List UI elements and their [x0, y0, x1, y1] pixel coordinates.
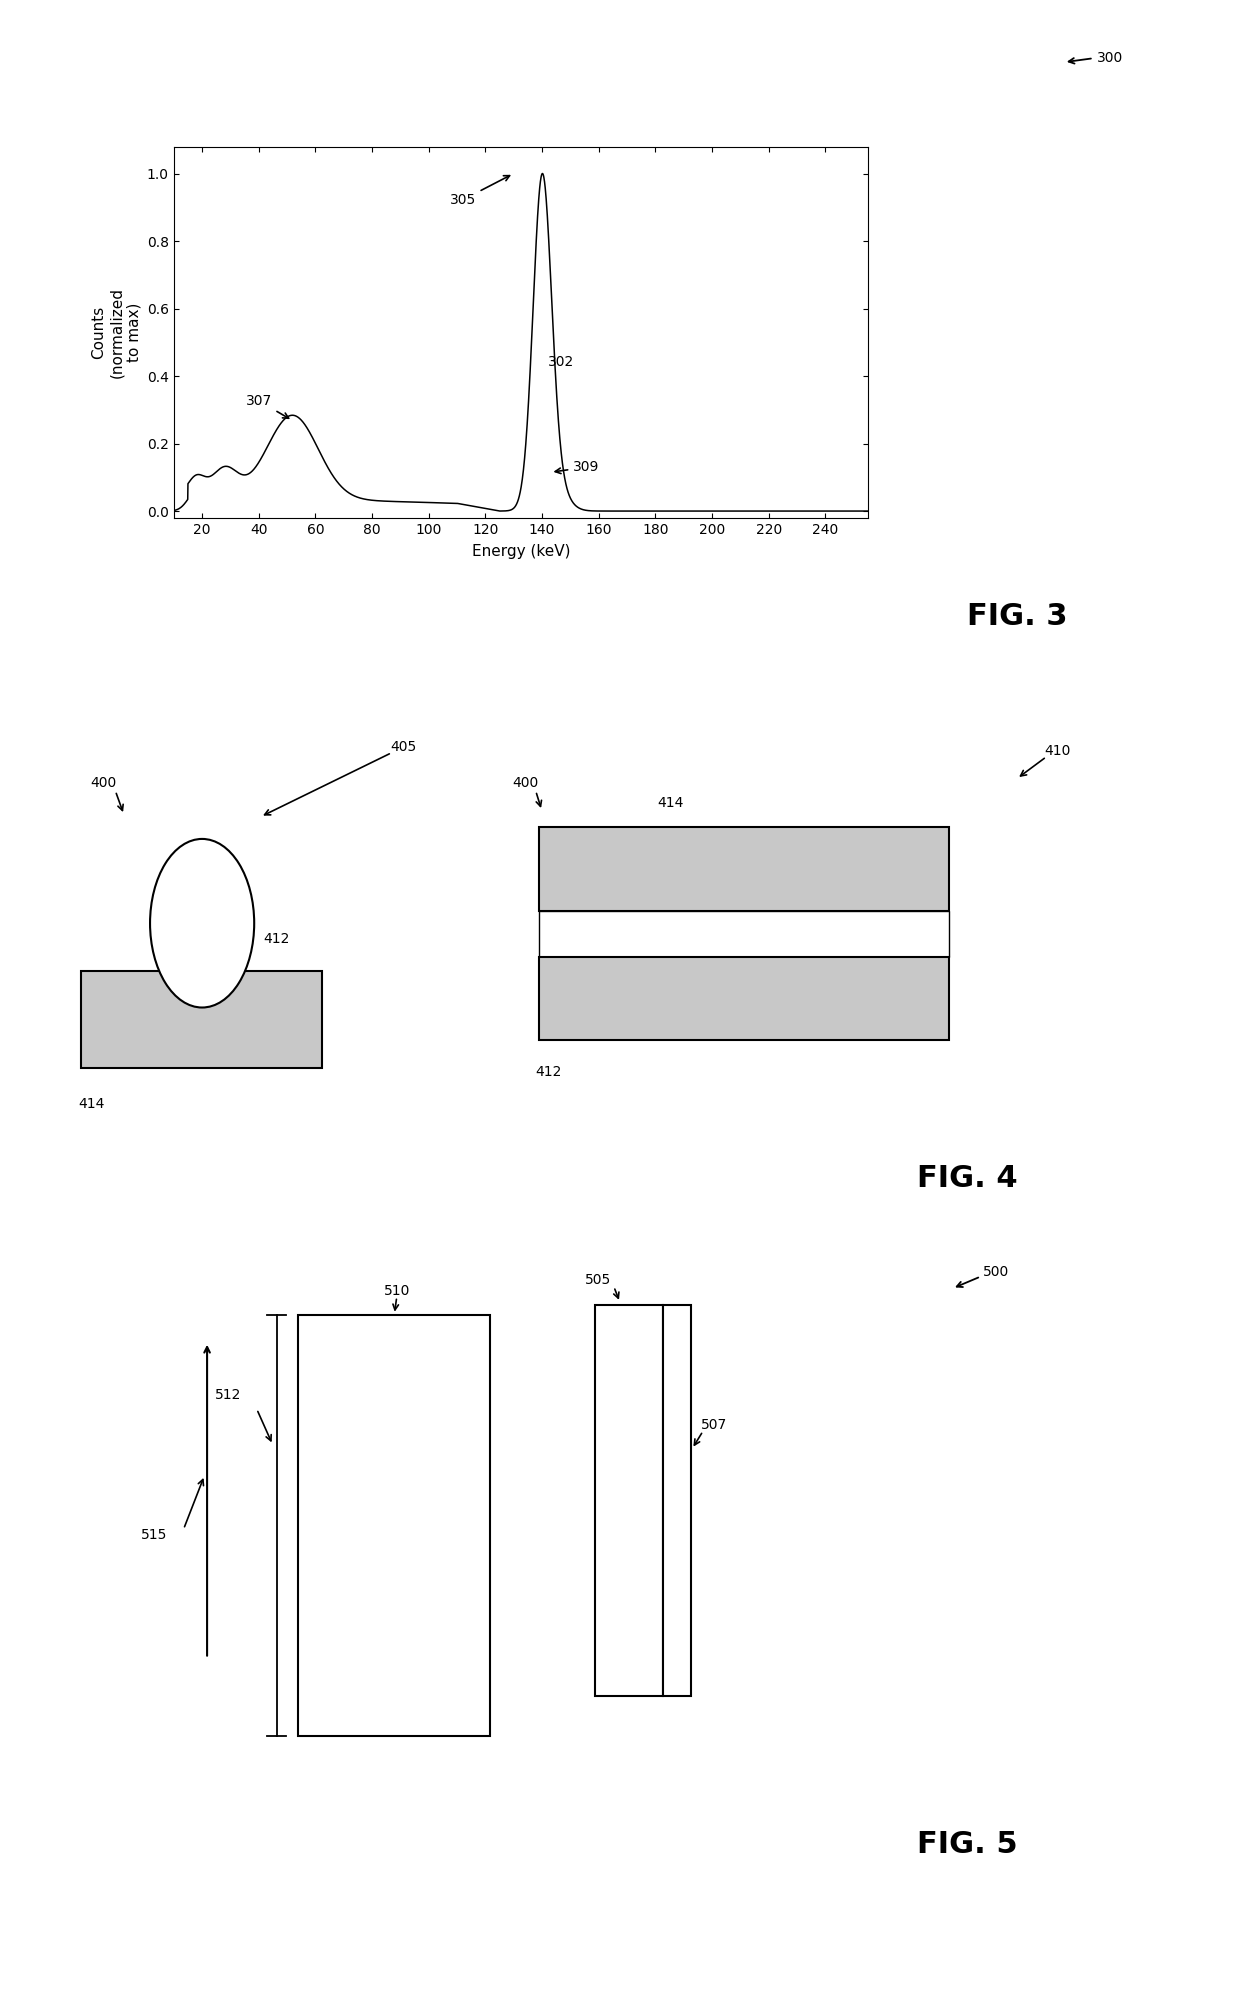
Text: 414: 414	[657, 797, 683, 809]
Text: 307: 307	[246, 393, 289, 417]
Y-axis label: Counts
(normalized
to max): Counts (normalized to max)	[92, 287, 141, 377]
Text: 400: 400	[91, 777, 117, 789]
Text: 305: 305	[450, 177, 510, 207]
Text: 414: 414	[78, 1098, 104, 1110]
Bar	[539, 911, 949, 957]
Text: 309: 309	[556, 460, 600, 474]
Bar	[595, 1305, 663, 1696]
Text: 412: 412	[263, 933, 289, 945]
Text: 400: 400	[512, 777, 538, 789]
Text: 510: 510	[384, 1284, 410, 1297]
Text: 512: 512	[216, 1389, 242, 1401]
Text: 515: 515	[141, 1529, 167, 1541]
Text: 507: 507	[701, 1419, 727, 1431]
Text: 505: 505	[585, 1274, 611, 1286]
Bar	[81, 971, 322, 1068]
Bar	[539, 827, 949, 911]
Text: FIG. 5: FIG. 5	[916, 1830, 1018, 1858]
Text: 300: 300	[1097, 52, 1123, 64]
X-axis label: Energy (keV): Energy (keV)	[471, 544, 570, 558]
Text: 410: 410	[1044, 745, 1070, 757]
Text: 405: 405	[391, 741, 417, 753]
Text: 412: 412	[536, 1066, 562, 1078]
Bar	[663, 1305, 691, 1696]
Text: 302: 302	[548, 355, 574, 369]
Text: 500: 500	[983, 1266, 1009, 1278]
Circle shape	[150, 839, 254, 1008]
Text: FIG. 3: FIG. 3	[966, 602, 1068, 630]
Bar	[298, 1315, 490, 1736]
Bar	[539, 957, 949, 1040]
Text: FIG. 4: FIG. 4	[916, 1164, 1018, 1192]
